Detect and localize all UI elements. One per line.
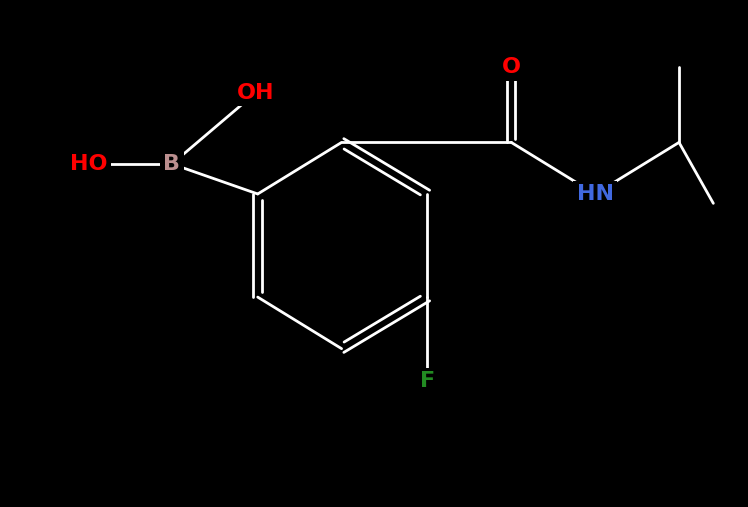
Text: O: O	[502, 57, 521, 78]
Text: OH: OH	[237, 83, 275, 103]
Text: HN: HN	[577, 184, 613, 204]
Text: F: F	[420, 372, 435, 391]
Text: B: B	[163, 154, 180, 174]
Text: HO: HO	[70, 154, 108, 174]
